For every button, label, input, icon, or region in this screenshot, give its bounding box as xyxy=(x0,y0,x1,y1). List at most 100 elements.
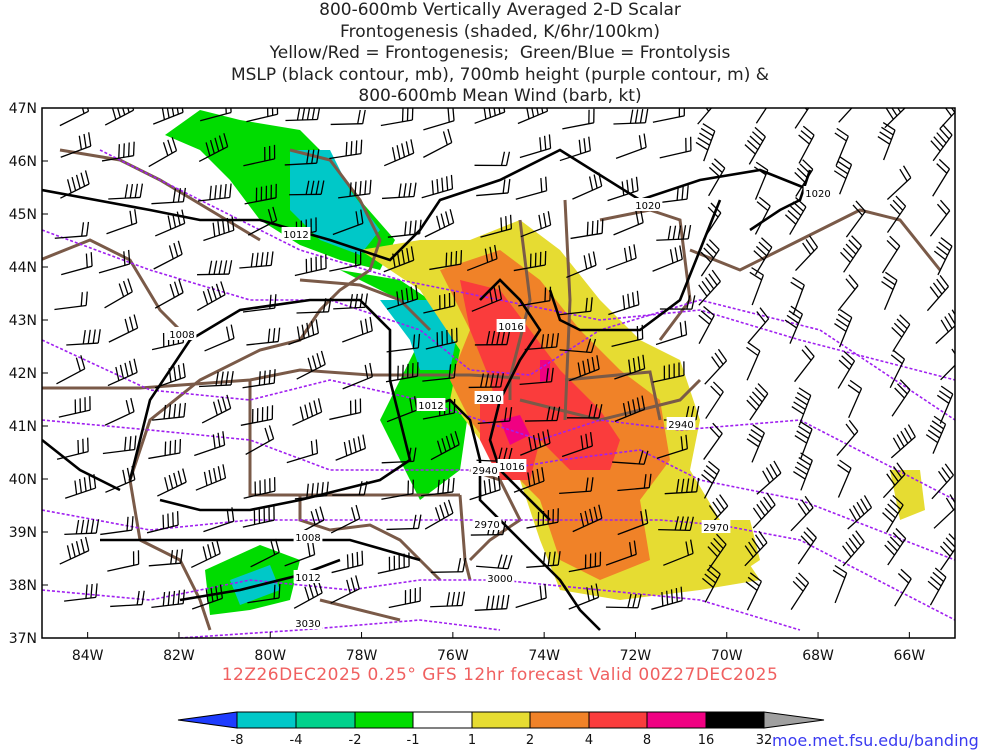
barb-flag xyxy=(125,400,131,414)
barb-flag xyxy=(796,391,810,401)
barb-flag xyxy=(495,373,499,388)
barb-flag xyxy=(577,362,582,377)
barb-flag xyxy=(899,168,908,182)
barb-flag xyxy=(223,133,229,147)
barb-flag xyxy=(838,359,850,371)
wind-barb xyxy=(153,108,184,125)
barb-flag xyxy=(212,222,216,237)
barb-flag xyxy=(442,479,445,494)
barb-flag xyxy=(889,235,901,247)
barb-flag xyxy=(583,138,587,153)
barb-flag xyxy=(451,591,456,606)
contour-label-text: 1012 xyxy=(418,401,443,412)
barb-shaft xyxy=(476,192,509,197)
wind-barb xyxy=(203,507,235,533)
barb-flag xyxy=(500,217,503,232)
barb-flag xyxy=(357,436,362,451)
barb-flag xyxy=(400,289,404,304)
barb-flag xyxy=(839,309,853,319)
wind-barb xyxy=(148,439,182,460)
barb-flag xyxy=(679,322,683,337)
barb-flag xyxy=(670,589,674,604)
height-label: 2910 xyxy=(474,391,504,405)
wind-barb xyxy=(146,511,179,534)
barb-flag xyxy=(127,142,130,157)
barb-shaft xyxy=(240,418,273,426)
mslp-label: 1012 xyxy=(281,227,311,241)
wind-barb xyxy=(191,584,223,610)
shaded-region xyxy=(290,150,380,255)
barb-shaft xyxy=(837,285,859,312)
colorbar-tick-label: -2 xyxy=(349,733,362,748)
barb-flag xyxy=(933,136,944,148)
barb-flag xyxy=(320,350,326,365)
barb-flag xyxy=(705,108,710,112)
barb-shaft xyxy=(883,279,898,310)
barb-flag xyxy=(364,293,368,308)
barb-shaft xyxy=(607,190,639,202)
barb-flag xyxy=(493,287,498,302)
contour-label-bg xyxy=(293,530,323,543)
barb-flag xyxy=(950,97,958,108)
barb-flag xyxy=(90,252,93,267)
barb-flag xyxy=(627,593,632,608)
barb-flag xyxy=(228,260,233,275)
wind-barb xyxy=(338,179,372,199)
wind-barb xyxy=(106,209,138,235)
barb-flag xyxy=(762,470,771,484)
barb-flag xyxy=(83,477,87,492)
barb-flag xyxy=(345,141,348,156)
barb-flag xyxy=(784,214,797,225)
barb-flag xyxy=(540,178,543,193)
barb-shaft xyxy=(474,111,505,124)
barb-flag xyxy=(890,354,903,365)
barb-shaft xyxy=(572,517,603,533)
barb-flag xyxy=(272,206,278,221)
barb-flag xyxy=(224,184,227,199)
barb-flag xyxy=(80,519,85,534)
mslp-contours xyxy=(42,148,812,631)
barb-flag xyxy=(358,481,363,496)
barb-flag xyxy=(255,252,259,267)
barb-flag xyxy=(852,204,863,216)
barb-flag xyxy=(936,278,946,291)
barb-flag xyxy=(116,108,121,118)
barb-flag xyxy=(796,167,808,179)
credit-link[interactable]: moe.met.fsu.edu/banding xyxy=(772,731,979,750)
barb-flag xyxy=(363,481,368,496)
barb-shaft xyxy=(652,115,685,123)
wind-barb xyxy=(836,419,859,457)
barb-shaft xyxy=(617,487,650,492)
wind-barb xyxy=(330,504,361,534)
barb-shaft xyxy=(388,600,421,609)
colorbar-swatch xyxy=(529,711,590,729)
barb-flag xyxy=(586,358,591,373)
wind-barb xyxy=(332,209,364,236)
barb-shaft xyxy=(108,327,138,343)
wind-barb xyxy=(744,530,768,567)
contour-label-text: 1012 xyxy=(283,230,308,241)
colorbar-swatch xyxy=(295,711,356,729)
barb-flag xyxy=(784,319,797,329)
barb-flag xyxy=(833,170,847,180)
barb-shaft xyxy=(285,118,318,122)
barb-shaft xyxy=(891,389,911,417)
barb-flag xyxy=(758,95,768,105)
barb-shaft xyxy=(244,197,277,205)
shaded-region xyxy=(880,220,950,330)
mslp-label: 1016 xyxy=(496,319,526,333)
barb-flag xyxy=(548,134,552,149)
barb-shaft xyxy=(520,224,551,238)
barb-flag xyxy=(316,353,322,367)
barb-flag xyxy=(214,137,220,152)
barb-flag xyxy=(540,334,545,349)
barb-flag xyxy=(205,589,209,604)
barb-shaft xyxy=(845,210,866,238)
barb-flag xyxy=(75,541,81,555)
barb-shaft xyxy=(935,324,955,344)
barb-flag xyxy=(661,592,664,607)
barb-flag xyxy=(355,575,360,590)
wind-barb xyxy=(559,338,597,354)
barb-flag xyxy=(127,278,133,293)
barb-flag xyxy=(930,140,941,152)
